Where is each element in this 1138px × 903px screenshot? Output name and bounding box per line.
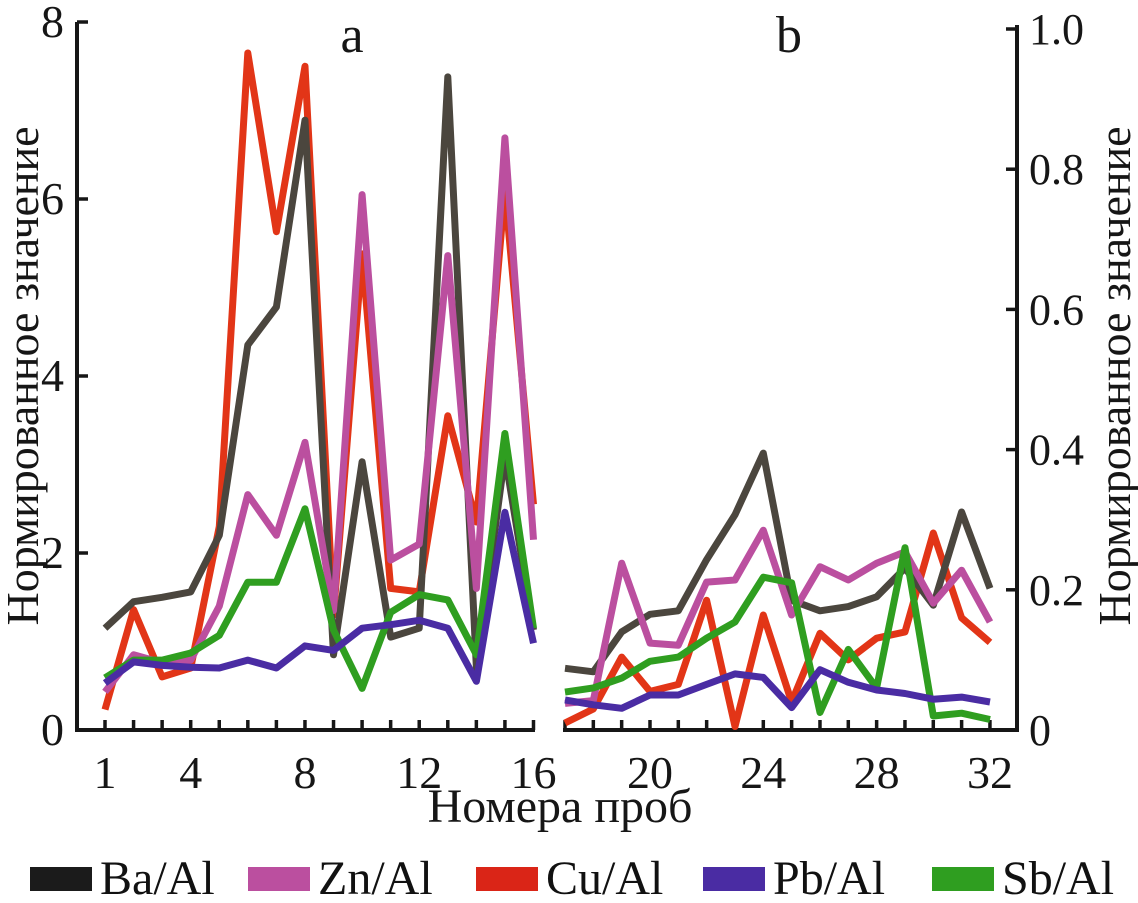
x-axis-title: Номера проб [428, 780, 693, 833]
y-tick-label-right: 0 [1029, 706, 1051, 755]
legend-swatch-zn [248, 867, 310, 891]
series-line-Sb-Al-b [564, 544, 991, 723]
x-tick-label: 28 [854, 747, 900, 798]
x-tick-label: 16 [510, 747, 556, 798]
legend-label-cu: Cu/Al [546, 852, 664, 903]
series-line-Zn-Al-a [102, 134, 537, 695]
series-line-Ba-Al-b [564, 449, 994, 676]
x-tick-label: 32 [967, 747, 1013, 798]
y-tick-label-right: 0.6 [1029, 285, 1084, 334]
y-axis-title-left: Нормированное значение [0, 126, 48, 625]
legend-label-pb: Pb/Al [773, 852, 886, 903]
panel-b-title: b [776, 7, 802, 64]
legend-swatch-pb [703, 867, 765, 891]
series-line-Pb-Al-a [102, 508, 537, 686]
legend-swatch-cu [476, 867, 538, 891]
legend-item-cu: Cu/Al [476, 852, 664, 903]
x-tick-label: 20 [627, 747, 673, 798]
y-tick-label-left: 8 [41, 0, 64, 47]
y-tick-label-left: 4 [41, 350, 64, 401]
legend-label-sb: Sb/Al [1002, 852, 1115, 903]
y-tick-label-right: 1.0 [1029, 5, 1084, 54]
y-tick-label-left: 6 [41, 173, 64, 224]
legend-label-zn: Zn/Al [318, 852, 433, 903]
series-line-Pb-Al-b [564, 666, 991, 712]
x-tick-label: 12 [396, 747, 442, 798]
x-tick-label: 8 [293, 747, 316, 798]
y-tick-label-right: 0.8 [1029, 145, 1084, 194]
legend-item-sb: Sb/Al [932, 852, 1115, 903]
x-tick-label: 4 [179, 747, 202, 798]
y-axis-title-right: Нормированное значение [1089, 126, 1138, 625]
legend-item-ba: Ba/Al [30, 852, 215, 903]
x-tick-label: 1 [94, 747, 117, 798]
y-tick-label-left: 0 [41, 704, 64, 755]
y-tick-label-right: 0.4 [1029, 426, 1084, 475]
x-tick-label: 24 [740, 747, 786, 798]
series-line-Sb-Al-a [103, 430, 537, 692]
legend-item-pb: Pb/Al [703, 852, 886, 903]
y-tick-label-right: 0.2 [1029, 566, 1084, 615]
legend: Ba/Al Zn/Al Cu/Al Pb/Al Sb/Al [0, 852, 1138, 903]
series-line-Ba-Al-a [102, 73, 537, 672]
legend-swatch-ba [30, 867, 92, 891]
series-line-Zn-Al-b [564, 526, 994, 707]
legend-swatch-sb [932, 867, 994, 891]
y-tick-label-left: 2 [41, 527, 64, 578]
panel-a-title: a [340, 7, 363, 64]
legend-item-zn: Zn/Al [248, 852, 433, 903]
legend-label-ba: Ba/Al [100, 852, 215, 903]
